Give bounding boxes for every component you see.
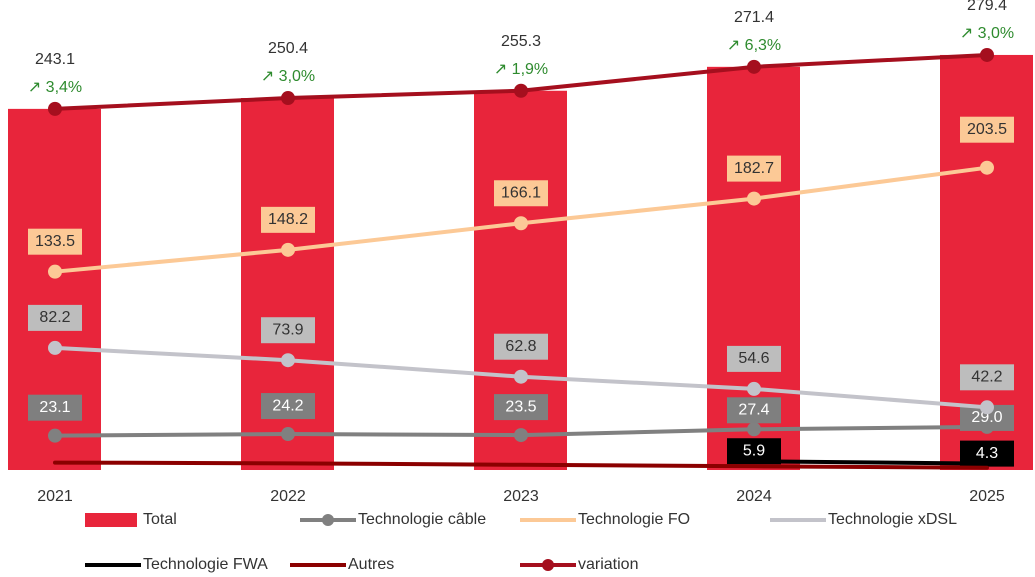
label-box: [960, 116, 1014, 143]
legend-label: Total: [143, 511, 177, 528]
marker: [747, 59, 761, 74]
legend-label: variation: [578, 556, 638, 573]
label-box: [727, 438, 781, 465]
data-label: 5.9: [743, 442, 765, 459]
data-label: 23.5: [505, 398, 536, 415]
series-line: [752, 459, 989, 466]
data-label: 4.3: [976, 445, 998, 462]
label-box: [261, 206, 315, 233]
marker: [281, 353, 295, 368]
label-box: [960, 364, 1014, 391]
label-box: [28, 304, 82, 331]
data-label: 82.2: [39, 309, 70, 326]
data-label: 271.4: [734, 9, 774, 26]
marker: [48, 101, 62, 116]
x-tick-label: 2025: [969, 488, 1005, 505]
label-box: [494, 333, 548, 360]
label-box: [494, 180, 548, 207]
x-tick-label: 2023: [503, 488, 539, 505]
legend-swatch: [85, 513, 137, 527]
marker: [980, 160, 994, 175]
label-box: [727, 155, 781, 182]
x-tick-label: 2024: [736, 488, 772, 505]
marker: [514, 216, 528, 231]
variation-label: ↗ 3,0%: [261, 68, 315, 85]
data-label: 148.2: [268, 211, 308, 228]
label-box: [28, 394, 82, 421]
label-box: [261, 393, 315, 420]
marker: [48, 428, 62, 443]
data-label: 54.6: [738, 350, 769, 367]
marker: [48, 264, 62, 279]
label-box: [494, 394, 548, 421]
marker: [281, 242, 295, 257]
label-box: [28, 228, 82, 255]
variation-label: ↗ 3,4%: [28, 79, 82, 96]
data-label: 62.8: [505, 338, 536, 355]
marker: [514, 428, 528, 443]
data-label: 166.1: [501, 184, 541, 201]
marker: [747, 191, 761, 206]
data-label: 24.2: [272, 397, 303, 414]
marker: [980, 47, 994, 62]
legend-marker: [542, 559, 554, 571]
legend-marker: [322, 514, 334, 526]
marker: [747, 381, 761, 396]
x-tick-label: 2021: [37, 488, 73, 505]
data-label: 42.2: [971, 369, 1002, 386]
variation-label: ↗ 3,0%: [960, 25, 1014, 42]
variation-label: ↗ 1,9%: [494, 61, 548, 78]
data-label: 279.4: [967, 0, 1007, 14]
marker: [48, 340, 62, 355]
x-tick-label: 2022: [270, 488, 306, 505]
legend-label: Autres: [348, 556, 394, 573]
legend-label: Technologie FWA: [143, 556, 268, 573]
label-box: [727, 345, 781, 372]
marker: [281, 427, 295, 442]
label-box: [727, 397, 781, 424]
series-line: [53, 460, 989, 470]
label-box: [960, 440, 1014, 467]
data-label: 27.4: [738, 402, 769, 419]
data-label: 243.1: [35, 51, 75, 68]
data-label: 250.4: [268, 40, 308, 57]
data-label: 29.0: [971, 409, 1002, 426]
marker: [747, 422, 761, 437]
data-label: 182.7: [734, 160, 774, 177]
label-box: [261, 317, 315, 344]
marker: [980, 400, 994, 415]
marker: [514, 369, 528, 384]
legend-label: Technologie xDSL: [828, 511, 957, 528]
data-label: 255.3: [501, 33, 541, 50]
legend-label: Technologie FO: [578, 511, 690, 528]
data-label: 203.5: [967, 121, 1007, 138]
legend-label: Technologie câble: [358, 511, 486, 528]
data-label: 73.9: [272, 321, 303, 338]
data-label: 23.1: [39, 399, 70, 416]
marker: [514, 83, 528, 98]
variation-label: ↗ 6,3%: [727, 37, 781, 54]
marker: [281, 91, 295, 106]
data-label: 133.5: [35, 233, 75, 250]
